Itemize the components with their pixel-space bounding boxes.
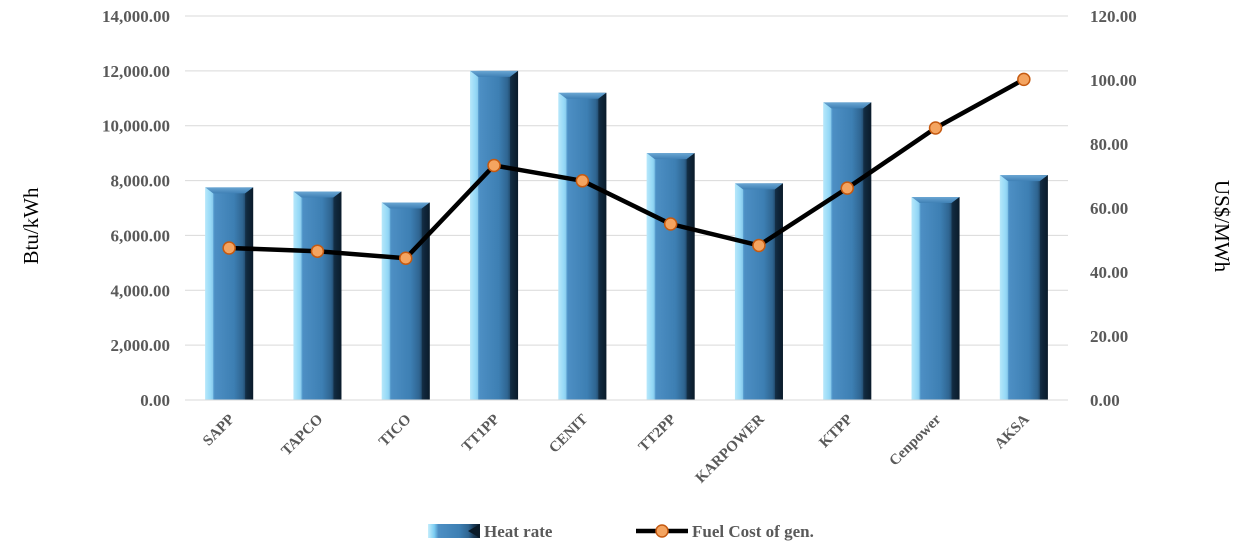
bar-heat-rate	[823, 102, 872, 401]
x-tick-label: TAPCO	[279, 412, 327, 460]
bar-bevel-right	[598, 92, 607, 401]
line-marker-fuel-cost	[1017, 72, 1031, 87]
y-tick-label-left: 0.00	[140, 391, 170, 410]
bar-bevel-left	[293, 191, 302, 400]
line-marker-fuel-cost	[575, 174, 590, 188]
x-tick-label: CENIT	[546, 412, 591, 457]
bar-heat-rate	[205, 187, 254, 400]
bar-bevel-right	[774, 183, 783, 400]
bar-bevel-left	[823, 102, 832, 401]
bar-bevel-left	[734, 183, 743, 400]
bar-bevel-top	[470, 70, 519, 77]
bar-bevel-top	[911, 197, 960, 204]
line-marker-fuel-cost	[752, 238, 766, 253]
bar-heat-rate	[911, 197, 960, 400]
bar-bevel-right	[333, 191, 342, 400]
bar-heat-rate	[558, 92, 607, 401]
legend-swatch-bevel	[468, 524, 480, 538]
bar-bevel-top	[381, 202, 430, 209]
y-tick-label-left: 8,000.00	[111, 172, 171, 191]
bar-bevel-left	[558, 92, 567, 401]
legend-swatch-marker	[655, 524, 669, 538]
y-tick-label-left: 4,000.00	[111, 281, 171, 300]
bar-bevel-right	[1039, 175, 1048, 400]
line-marker-fuel-cost	[928, 121, 943, 135]
y-tick-label-right: 80.00	[1090, 135, 1128, 154]
y-tick-label-left: 14,000.00	[102, 7, 170, 26]
line-marker-fuel-cost	[663, 217, 678, 231]
line-marker-fuel-cost	[222, 241, 236, 255]
bar-heat-rate	[646, 153, 695, 400]
bar-bevel-right	[245, 187, 254, 400]
bar-heat-rate	[470, 70, 519, 400]
x-tick-label: TICO	[376, 412, 414, 450]
bar-bevel-right	[863, 102, 872, 401]
legend-swatch-bar	[428, 524, 480, 538]
y-tick-label-right: 120.00	[1090, 7, 1137, 26]
line-fuel-cost	[229, 77, 1025, 261]
bar-heat-rate	[381, 202, 430, 400]
x-tick-label: TT1PP	[459, 412, 503, 456]
bar-bevel-left	[999, 175, 1008, 400]
y-tick-label-left: 12,000.00	[102, 62, 170, 81]
bar-bevel-left	[381, 202, 390, 400]
y-tick-label-right: 60.00	[1090, 199, 1128, 218]
y-tick-label-right: 40.00	[1090, 263, 1128, 282]
bar-bevel-right	[686, 153, 695, 400]
x-tick-label: TT2PP	[636, 412, 680, 456]
y-tick-label-left: 6,000.00	[111, 226, 171, 245]
bar-bevel-right	[510, 70, 519, 400]
x-tick-label: AKSA	[992, 411, 1033, 452]
line-marker-fuel-cost	[487, 158, 501, 173]
bar-bevel-top	[558, 92, 607, 99]
y-tick-label-left: 2,000.00	[111, 336, 171, 355]
line-marker-fuel-cost	[399, 251, 413, 265]
y-axis-title-right: US$/MWh	[1210, 180, 1234, 273]
line-marker-fuel-cost	[310, 244, 325, 258]
y-tick-label-right: 100.00	[1090, 71, 1137, 90]
x-tick-label: Cenpower	[887, 411, 945, 469]
bar-bevel-left	[646, 153, 655, 400]
bar-bevel-left	[470, 70, 479, 400]
bar-bevel-top	[823, 102, 872, 109]
bar-bevel-top	[646, 153, 695, 160]
y-tick-label-right: 0.00	[1090, 391, 1120, 410]
bar-bevel-left	[911, 197, 920, 400]
bar-bevel-top	[734, 183, 783, 190]
x-tick-label: KTPP	[816, 412, 856, 452]
y-axis-title-left: Btu/kWh	[19, 187, 43, 264]
legend-label-fuel-cost: Fuel Cost of gen.	[692, 522, 814, 541]
bar-bevel-top	[293, 191, 342, 198]
x-tick-label: KARPOWER	[693, 411, 768, 486]
line-marker-fuel-cost	[840, 181, 854, 195]
bar-bevel-right	[421, 202, 430, 400]
legend-item-fuel-cost: Fuel Cost of gen.	[636, 522, 814, 541]
x-tick-label: SAPP	[200, 412, 238, 450]
bar-heat-rate	[999, 175, 1048, 400]
y-tick-label-left: 10,000.00	[102, 117, 170, 136]
y-tick-label-right: 20.00	[1090, 327, 1128, 346]
bar-heat-rate	[734, 183, 783, 400]
legend-item-heat-rate: Heat rate	[428, 522, 553, 541]
bar-bevel-left	[205, 187, 214, 400]
bar-bevel-right	[951, 197, 960, 400]
bar-bevel-top	[999, 175, 1048, 182]
bar-heat-rate	[293, 191, 342, 400]
legend-label-heat-rate: Heat rate	[484, 522, 553, 541]
bar-bevel-top	[205, 187, 254, 194]
